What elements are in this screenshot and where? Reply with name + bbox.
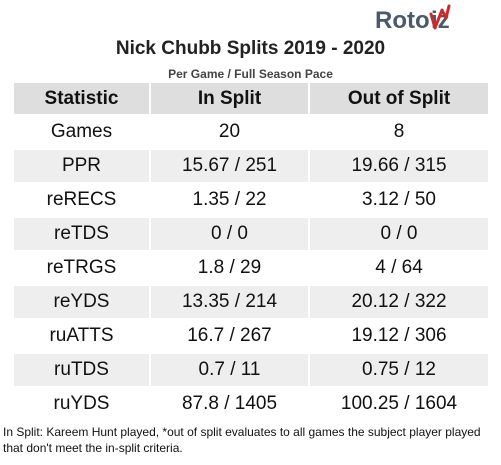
splits-table: Statistic In Split Out of Split Games 20… (14, 83, 488, 422)
column-header-in-split: In Split (150, 83, 310, 116)
column-header-out-of-split: Out of Split (309, 83, 488, 116)
out-of-split-cell: 4 / 64 (309, 251, 488, 286)
stat-name-cell: ruYDS (14, 387, 151, 422)
stat-name-cell: reRECS (14, 183, 151, 218)
table-row: reRECS 1.35 / 22 3.12 / 50 (14, 183, 488, 218)
column-header-statistic: Statistic (14, 83, 151, 116)
in-split-cell: 15.67 / 251 (150, 149, 310, 184)
table-row: Games 20 8 (14, 115, 488, 150)
in-split-cell: 16.7 / 267 (150, 319, 310, 354)
table-row: ruYDS 87.8 / 1405 100.25 / 1604 (14, 387, 488, 422)
out-of-split-cell: 0 / 0 (309, 217, 488, 252)
table-row: reTDS 0 / 0 0 / 0 (14, 217, 488, 252)
table-header-row: Statistic In Split Out of Split (14, 83, 488, 116)
table-row: reTRGS 1.8 / 29 4 / 64 (14, 251, 488, 286)
out-of-split-cell: 0.75 / 12 (309, 353, 488, 388)
svg-text:Roto: Roto (375, 7, 430, 34)
page-title: Nick Chubb Splits 2019 - 2020 (115, 38, 386, 59)
stat-name-cell: ruTDS (14, 353, 151, 388)
stat-name-cell: reYDS (14, 285, 151, 320)
rotoviz-logo: Roto iz (375, 4, 451, 34)
table-row: PPR 15.67 / 251 19.66 / 315 (14, 149, 488, 184)
out-of-split-cell: 19.12 / 306 (309, 319, 488, 354)
in-split-cell: 1.8 / 29 (150, 251, 310, 286)
out-of-split-cell: 20.12 / 322 (309, 285, 488, 320)
stat-name-cell: ruATTS (14, 319, 151, 354)
out-of-split-cell: 100.25 / 1604 (309, 387, 488, 422)
in-split-cell: 13.35 / 214 (150, 285, 310, 320)
in-split-cell: 1.35 / 22 (150, 183, 310, 218)
out-of-split-cell: 3.12 / 50 (309, 183, 488, 218)
in-split-cell: 87.8 / 1405 (150, 387, 310, 422)
split-footnote: In Split: Kareem Hunt played, *out of sp… (3, 425, 481, 455)
table-row: ruTDS 0.7 / 11 0.75 / 12 (14, 353, 488, 388)
page-subtitle: Per Game / Full Season Pace (168, 67, 333, 81)
table-row: reYDS 13.35 / 214 20.12 / 322 (14, 285, 488, 320)
in-split-cell: 20 (150, 115, 310, 150)
stat-name-cell: reTRGS (14, 251, 151, 286)
in-split-cell: 0 / 0 (150, 217, 310, 252)
stat-name-cell: Games (14, 115, 151, 150)
stat-name-cell: PPR (14, 149, 151, 184)
stat-name-cell: reTDS (14, 217, 151, 252)
out-of-split-cell: 19.66 / 315 (309, 149, 488, 184)
table-row: ruATTS 16.7 / 267 19.12 / 306 (14, 319, 488, 354)
in-split-cell: 0.7 / 11 (150, 353, 310, 388)
out-of-split-cell: 8 (309, 115, 488, 150)
